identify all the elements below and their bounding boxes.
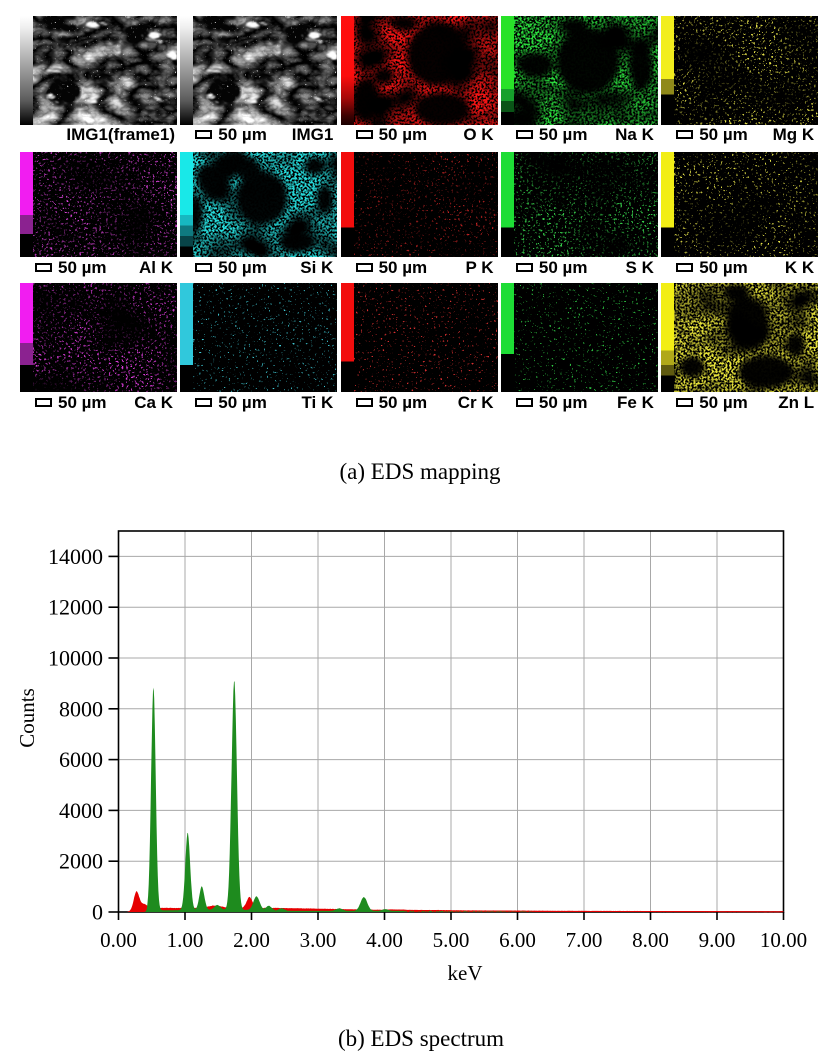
svg-text:5.00: 5.00 bbox=[433, 928, 470, 952]
svg-text:Counts: Counts bbox=[15, 688, 39, 748]
svg-text:0: 0 bbox=[92, 900, 103, 925]
svg-text:4.00: 4.00 bbox=[366, 928, 403, 952]
svg-text:10000: 10000 bbox=[48, 646, 103, 671]
svg-text:10.00: 10.00 bbox=[760, 928, 807, 952]
svg-text:8.00: 8.00 bbox=[632, 928, 669, 952]
svg-text:6000: 6000 bbox=[59, 747, 103, 772]
svg-text:0.00: 0.00 bbox=[100, 928, 137, 952]
svg-text:2.00: 2.00 bbox=[233, 928, 270, 952]
svg-text:9.00: 9.00 bbox=[699, 928, 736, 952]
svg-text:keV: keV bbox=[448, 961, 483, 985]
svg-text:2000: 2000 bbox=[59, 849, 103, 874]
svg-text:8000: 8000 bbox=[59, 696, 103, 721]
svg-text:6.00: 6.00 bbox=[499, 928, 536, 952]
svg-text:14000: 14000 bbox=[48, 544, 103, 569]
svg-text:4000: 4000 bbox=[59, 798, 103, 823]
svg-text:3.00: 3.00 bbox=[300, 928, 337, 952]
svg-text:12000: 12000 bbox=[48, 595, 103, 620]
svg-text:1.00: 1.00 bbox=[167, 928, 204, 952]
svg-text:7.00: 7.00 bbox=[566, 928, 603, 952]
